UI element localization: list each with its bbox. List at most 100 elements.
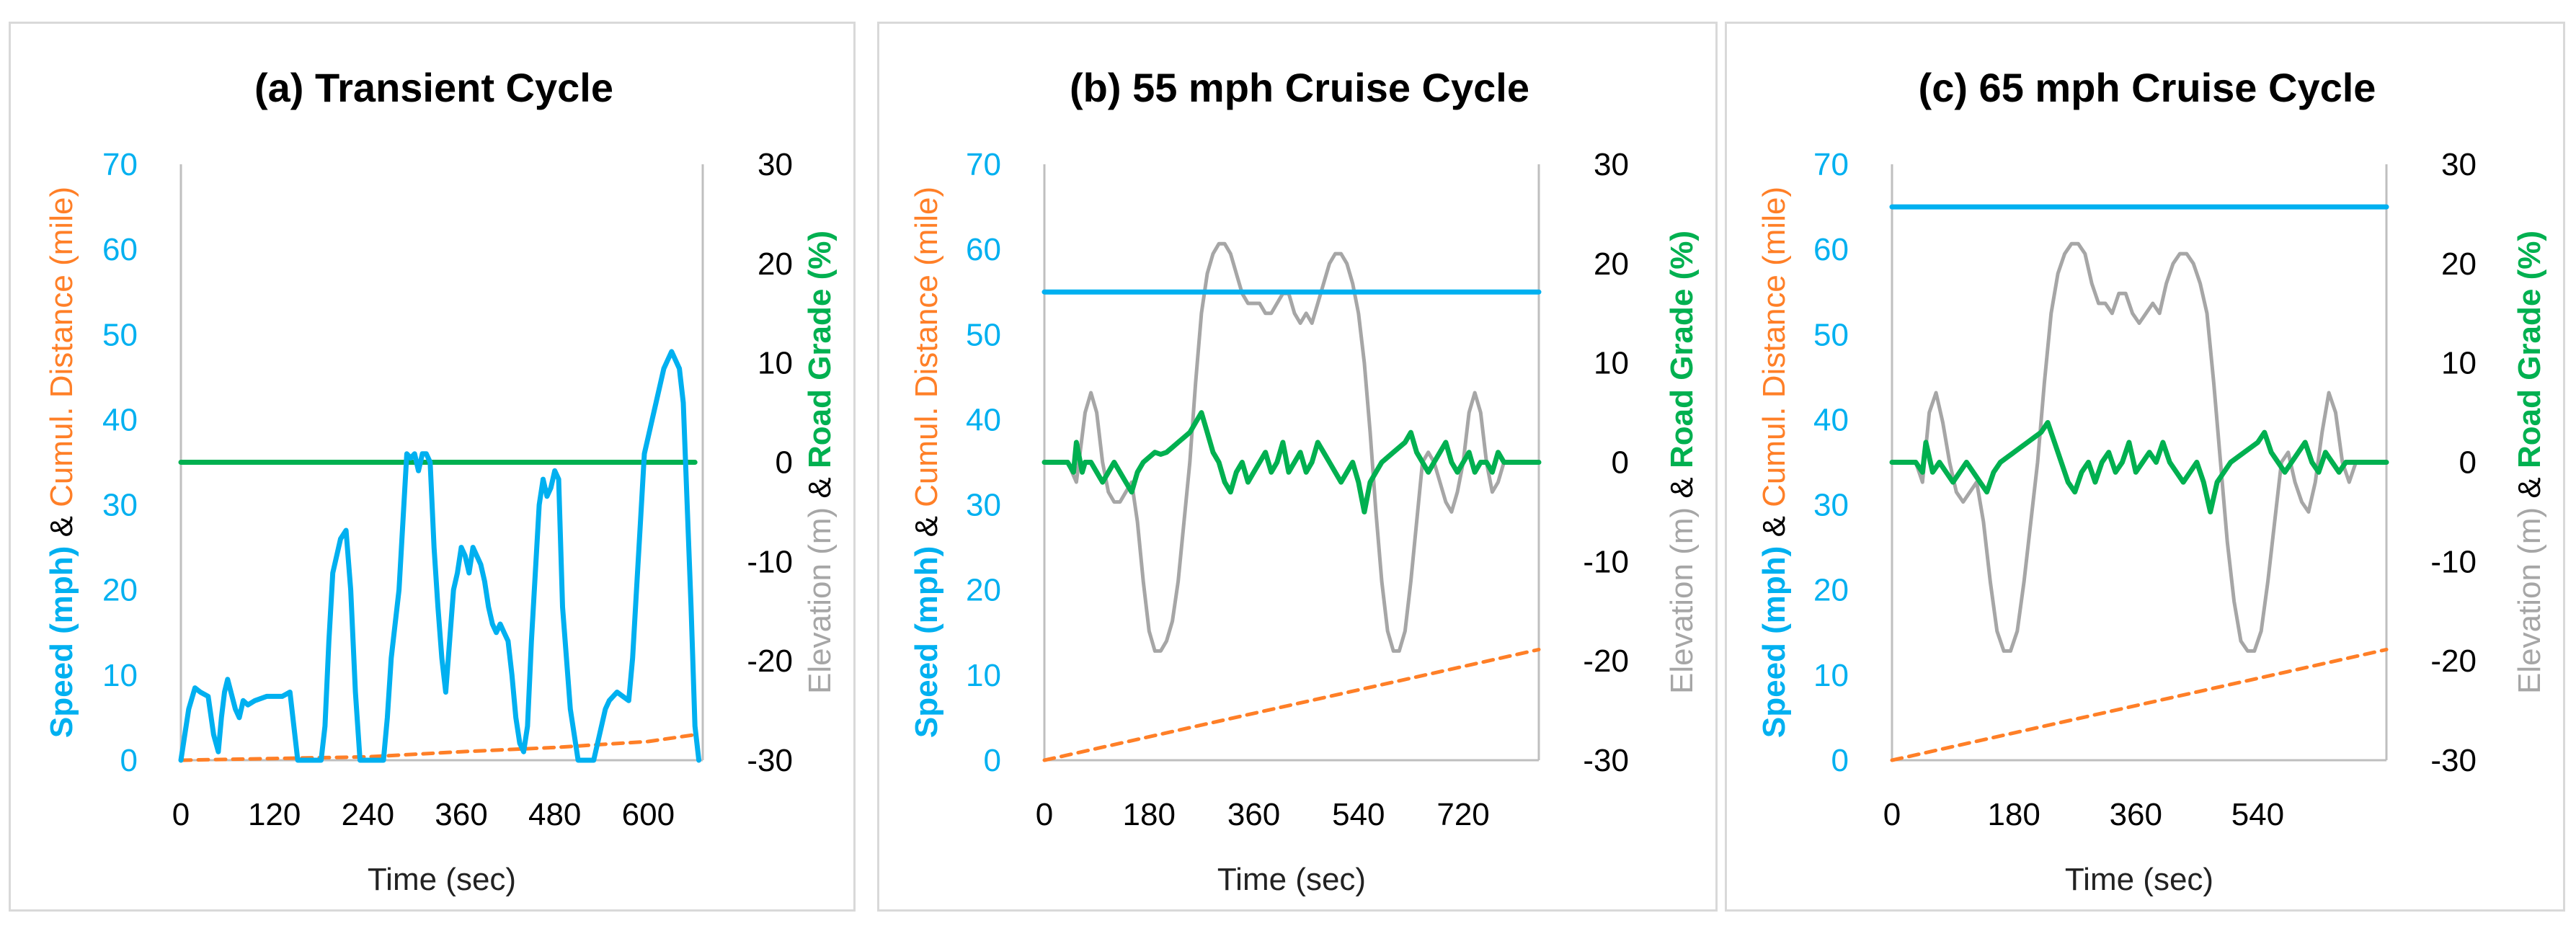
y-right-tick-label: -20: [1583, 643, 1629, 679]
x-tick-label: 0: [172, 797, 190, 832]
chart-panel-b: (b) 55 mph Cruise Cycle 0 10 20 30 40 50 60 70 -3…: [877, 22, 1718, 912]
y-left-speed-label: Speed (mph): [909, 546, 944, 738]
y-right-tick-label: -30: [747, 743, 793, 778]
y-left-tick-label: 10: [966, 658, 1001, 693]
y-left-tick-label: 20: [102, 573, 138, 608]
chart-title: (c) 65 mph Cruise Cycle: [1919, 65, 2376, 110]
y-left-distance-label: Cumul. Distance (mile): [44, 187, 79, 507]
y-left-tick-label: 30: [102, 488, 138, 523]
y-left-tick-label: 0: [984, 743, 1001, 778]
x-tick-label: 360: [1227, 797, 1280, 832]
y-left-tick-label: 70: [966, 147, 1001, 182]
y-right-tick-label: -30: [1583, 743, 1629, 778]
y-right-amp-label: &: [2512, 468, 2547, 507]
y-left-tick-label: 20: [966, 573, 1001, 608]
y-axis-right-label: Elevation (m) & Road Grade (%): [2512, 231, 2547, 694]
x-tick-label: 540: [2231, 797, 2284, 832]
x-tick-label: 120: [248, 797, 301, 832]
y-right-tick-label: 0: [2459, 445, 2477, 481]
y-left-distance-label: Cumul. Distance (mile): [909, 187, 944, 507]
x-tick-label: 0: [1883, 797, 1901, 832]
y-right-tick-label: 20: [2441, 246, 2477, 282]
y-left-amp-label: &: [909, 507, 944, 546]
y-right-elevation-label: Elevation (m): [1664, 507, 1700, 694]
y-left-tick-label: 30: [966, 488, 1001, 523]
y-left-tick-label: 50: [102, 317, 138, 352]
y-right-tick-label: -20: [747, 643, 793, 679]
x-axis-label: Time (sec): [1217, 862, 1366, 897]
x-axis-label: Time (sec): [2065, 862, 2213, 897]
cumul-distance-line: [179, 733, 697, 762]
y-axis-left-label: Speed (mph) & Cumul. Distance (mile): [909, 187, 944, 738]
x-tick-label: 180: [1123, 797, 1176, 832]
chart-panel-c: (c) 65 mph Cruise Cycle 0 10 20 30 40 50 60 70 -3…: [1725, 22, 2565, 912]
x-tick-label: 360: [435, 797, 487, 832]
chart-title: (b) 55 mph Cruise Cycle: [1070, 65, 1529, 110]
y-left-tick-label: 60: [966, 232, 1001, 267]
y-right-elevation-label: Elevation (m): [802, 507, 838, 694]
y-right-tick-label: 30: [2441, 147, 2477, 182]
y-left-tick-label: 0: [1831, 743, 1849, 778]
y-right-tick-label: 30: [1594, 147, 1629, 182]
y-axis-left-label: Speed (mph) & Cumul. Distance (mile): [44, 187, 79, 738]
elevation-line: [1890, 241, 2358, 653]
road-grade-line: [1889, 419, 2389, 514]
road-grade-line: [1041, 410, 1542, 514]
x-tick-label: 540: [1332, 797, 1385, 832]
y-left-tick-label: 40: [966, 402, 1001, 437]
cumul-distance-line: [1890, 647, 2389, 762]
y-right-grade-label: Road Grade (%): [2512, 231, 2547, 468]
x-tick-label: 0: [1036, 797, 1053, 832]
y-left-speed-label: Speed (mph): [44, 546, 79, 738]
y-right-tick-label: -10: [1583, 544, 1629, 579]
y-left-tick-label: 40: [102, 402, 138, 437]
y-right-amp-label: &: [1664, 468, 1700, 507]
x-tick-label: 240: [342, 797, 394, 832]
y-right-elevation-label: Elevation (m): [2512, 507, 2547, 694]
y-left-distance-label: Cumul. Distance (mile): [1756, 187, 1792, 507]
y-axis-right-label: Elevation (m) & Road Grade (%): [802, 231, 838, 694]
y-left-tick-label: 10: [102, 658, 138, 693]
y-right-tick-label: -20: [2430, 643, 2477, 679]
y-right-tick-label: 0: [776, 445, 793, 481]
y-right-tick-label: -10: [747, 544, 793, 579]
y-left-tick-label: 60: [1813, 232, 1849, 267]
y-left-tick-label: 60: [102, 232, 138, 267]
x-tick-label: 720: [1436, 797, 1489, 832]
y-left-tick-label: 70: [1813, 147, 1849, 182]
x-tick-label: 600: [622, 797, 675, 832]
chart-title: (a) Transient Cycle: [254, 65, 613, 110]
y-right-tick-label: 20: [1594, 246, 1629, 282]
x-tick-label: 360: [2110, 797, 2162, 832]
y-left-tick-label: 20: [1813, 573, 1849, 608]
y-right-tick-label: -30: [2430, 743, 2477, 778]
y-right-tick-label: 30: [758, 147, 793, 182]
y-right-tick-label: 10: [758, 346, 793, 381]
y-left-tick-label: 0: [120, 743, 138, 778]
chart-b-svg: (b) 55 mph Cruise Cycle 0 10 20 30 40 50 60 70 -3…: [909, 65, 1700, 897]
x-axis-label: Time (sec): [368, 862, 516, 897]
elevation-line: [1042, 241, 1524, 653]
y-left-tick-label: 50: [1813, 317, 1849, 352]
y-right-tick-label: 10: [2441, 346, 2477, 381]
y-left-tick-label: 40: [1813, 402, 1849, 437]
y-left-amp-label: &: [44, 507, 79, 546]
y-right-grade-label: Road Grade (%): [1664, 231, 1700, 468]
y-right-amp-label: &: [802, 468, 838, 507]
y-right-tick-label: 10: [1594, 346, 1629, 381]
y-left-tick-label: 50: [966, 317, 1001, 352]
chart-c-svg: (c) 65 mph Cruise Cycle 0 10 20 30 40 50 60 70 -3…: [1756, 65, 2547, 897]
y-left-tick-label: 70: [102, 147, 138, 182]
chart-panel-a: (a) Transient Cycle 0 10 20 30 40 50 60 70 -30 -20…: [9, 22, 856, 912]
y-right-grade-label: Road Grade (%): [802, 231, 838, 468]
y-left-speed-label: Speed (mph): [1756, 546, 1792, 738]
chart-a-svg: (a) Transient Cycle 0 10 20 30 40 50 60 70 -30 -20…: [44, 65, 838, 897]
cumul-distance-line: [1042, 647, 1541, 762]
y-axis-right-label: Elevation (m) & Road Grade (%): [1664, 231, 1700, 694]
y-left-amp-label: &: [1756, 507, 1792, 546]
y-right-tick-label: -10: [2430, 544, 2477, 579]
y-left-tick-label: 30: [1813, 488, 1849, 523]
x-tick-label: 480: [528, 797, 581, 832]
y-left-tick-label: 10: [1813, 658, 1849, 693]
y-right-tick-label: 20: [758, 246, 793, 282]
